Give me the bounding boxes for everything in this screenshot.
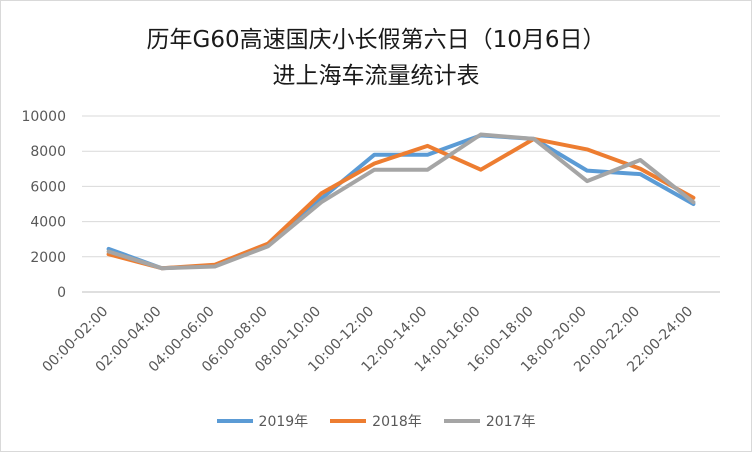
legend-item: 2018年	[330, 410, 422, 432]
data-point	[266, 244, 270, 248]
data-point	[638, 158, 642, 162]
data-point	[425, 153, 430, 157]
legend: 2019年 2018年 2017年	[0, 410, 752, 432]
data-point	[213, 264, 217, 269]
data-point	[160, 266, 164, 270]
data-point	[585, 168, 589, 173]
data-point	[319, 191, 323, 196]
legend-swatch	[216, 419, 253, 423]
data-point	[585, 179, 589, 183]
legend-swatch	[443, 419, 480, 423]
legend-label: 2019年	[258, 414, 309, 430]
data-point	[319, 200, 323, 204]
data-point	[425, 168, 430, 172]
data-point	[532, 137, 536, 141]
y-tick-label: 10000	[21, 109, 66, 125]
data-point	[372, 161, 377, 166]
legend-label: 2018年	[372, 414, 422, 430]
data-point	[479, 132, 483, 137]
data-point	[691, 196, 696, 200]
y-tick-label: 0	[57, 285, 66, 301]
data-point	[106, 249, 111, 254]
legend-item: 2019年	[216, 410, 309, 432]
chart-subtitle: 进上海车流量统计表	[272, 63, 480, 89]
series-line-2	[106, 132, 696, 271]
data-point	[372, 153, 377, 157]
y-tick-label: 6000	[30, 179, 66, 195]
data-point	[372, 168, 377, 172]
y-tick-label: 4000	[30, 215, 66, 231]
data-point	[585, 147, 589, 152]
data-point	[425, 144, 430, 148]
legend-swatch	[330, 419, 367, 423]
legend-label: 2017年	[485, 414, 536, 430]
y-tick-label: 8000	[30, 144, 66, 160]
data-point	[479, 168, 483, 172]
series-line-1	[106, 136, 696, 271]
data-point	[638, 167, 642, 171]
data-point	[691, 200, 696, 204]
legend-item: 2017年	[443, 410, 536, 432]
y-tick-label: 2000	[30, 250, 66, 266]
chart-title: 历年G60高速国庆小长假第六日（10月6日）	[146, 27, 606, 53]
data-point	[638, 172, 642, 176]
